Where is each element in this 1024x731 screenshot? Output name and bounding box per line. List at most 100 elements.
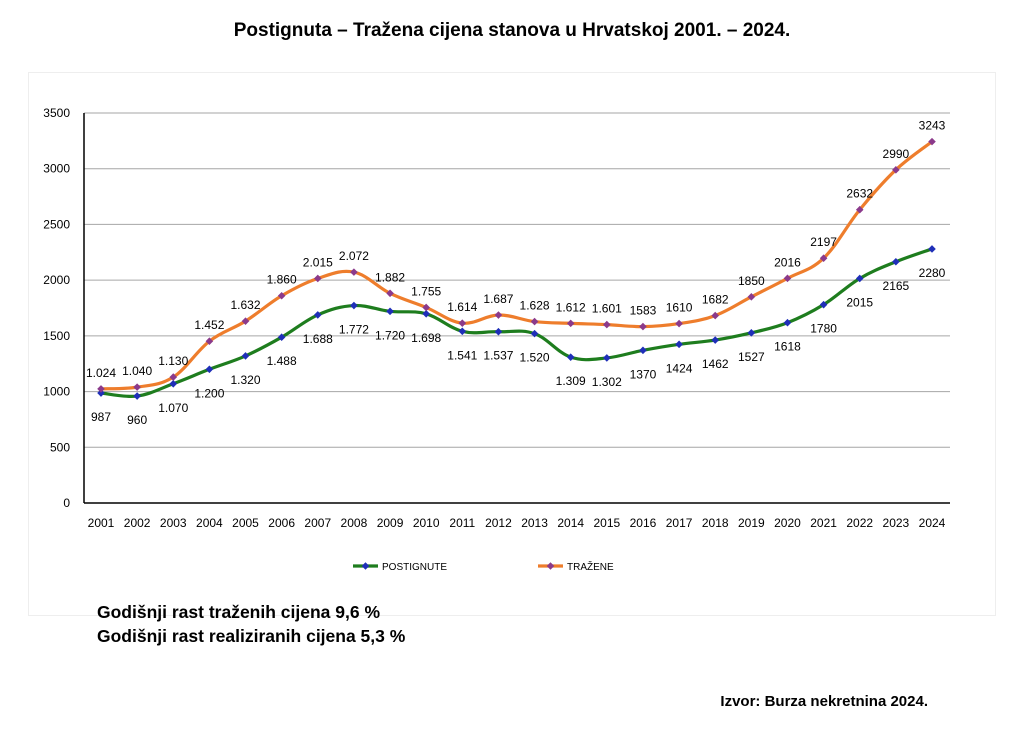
data-point-postignute — [603, 354, 611, 362]
data-point-postignute — [855, 274, 864, 283]
x-tick-label: 2008 — [341, 516, 368, 530]
data-point-trazene — [422, 303, 430, 312]
data-label-trazene: 1.882 — [375, 270, 405, 284]
data-point-postignute — [97, 389, 105, 397]
x-tick-label: 2018 — [702, 516, 729, 530]
data-label-trazene: 1.687 — [483, 292, 513, 306]
data-label-trazene: 1.024 — [86, 366, 116, 380]
data-point-postignute — [747, 329, 756, 337]
series-line-postignute — [100, 247, 933, 398]
data-point-trazene — [386, 289, 394, 298]
data-point-trazene — [855, 205, 864, 214]
y-tick-label: 3000 — [43, 162, 70, 176]
data-label-trazene: 1.040 — [122, 364, 152, 378]
data-point-postignute — [675, 340, 683, 349]
x-tick-label: 2020 — [774, 516, 801, 530]
data-label-trazene: 2.015 — [303, 255, 333, 269]
data-point-trazene — [603, 320, 611, 329]
data-label-postignute: 1.200 — [194, 386, 224, 400]
x-tick-label: 2005 — [232, 516, 259, 530]
data-point-postignute — [169, 379, 178, 388]
data-point-postignute — [313, 311, 322, 319]
data-label-postignute: 1.070 — [158, 401, 188, 415]
data-point-trazene — [494, 311, 503, 319]
legend-marker — [361, 562, 370, 570]
y-tick-label: 1000 — [43, 385, 70, 399]
data-label-postignute: 1370 — [630, 367, 657, 381]
data-label-postignute: 1424 — [666, 361, 693, 375]
data-point-trazene — [639, 322, 647, 331]
data-point-postignute — [783, 318, 792, 327]
y-tick-label: 2500 — [43, 217, 70, 231]
data-point-trazene — [675, 319, 683, 328]
growth-realized-note: Godišnji rast realiziranih cijena 5,3 % — [97, 626, 406, 646]
source-note: Izvor: Burza nekretnina 2024. — [720, 693, 928, 710]
data-point-trazene — [711, 311, 720, 320]
data-point-trazene — [783, 274, 792, 283]
data-label-postignute: 1.520 — [520, 351, 550, 365]
data-point-trazene — [313, 274, 322, 283]
data-label-postignute: 1618 — [774, 340, 801, 354]
data-label-trazene: 1.755 — [411, 284, 441, 298]
data-label-trazene: 1.628 — [520, 299, 550, 313]
x-tick-label: 2004 — [196, 516, 223, 530]
x-tick-label: 2024 — [919, 516, 946, 530]
data-label-trazene: 3243 — [919, 119, 946, 133]
x-tick-label: 2001 — [88, 516, 115, 530]
data-point-postignute — [386, 307, 394, 316]
legend-label: POSTIGNUTE — [382, 562, 447, 573]
x-tick-label: 2016 — [630, 516, 657, 530]
data-point-trazene — [458, 319, 467, 327]
data-point-postignute — [711, 336, 720, 344]
data-point-postignute — [458, 327, 467, 336]
data-point-postignute — [566, 353, 575, 361]
data-label-postignute: 960 — [127, 413, 147, 427]
y-tick-label: 2000 — [43, 273, 70, 287]
x-tick-label: 2021 — [810, 516, 837, 530]
data-label-postignute: 1.720 — [375, 328, 405, 342]
data-point-postignute — [530, 329, 539, 338]
x-tick-label: 2012 — [485, 516, 512, 530]
data-label-trazene: 1682 — [702, 293, 729, 307]
data-point-trazene — [133, 383, 141, 391]
data-point-trazene — [892, 166, 900, 174]
x-tick-label: 2003 — [160, 516, 187, 530]
x-tick-label: 2007 — [304, 516, 331, 530]
data-point-trazene — [530, 317, 539, 326]
growth-asked-note: Godišnji rast traženih cijena 9,6 % — [97, 602, 381, 622]
data-point-postignute — [892, 257, 900, 266]
y-tick-label: 0 — [63, 496, 70, 510]
x-tick-label: 2013 — [521, 516, 548, 530]
data-point-postignute — [819, 300, 828, 309]
data-label-postignute: 1.488 — [267, 354, 297, 368]
data-point-trazene — [747, 293, 756, 301]
data-label-postignute: 1.688 — [303, 332, 333, 346]
x-tick-label: 2023 — [883, 516, 910, 530]
legend-label: TRAŽENE — [567, 560, 614, 573]
data-label-trazene: 1.601 — [592, 302, 622, 316]
data-point-postignute — [639, 346, 647, 355]
data-label-trazene: 1.130 — [158, 354, 188, 368]
y-tick-label: 3500 — [43, 106, 70, 120]
data-point-postignute — [928, 245, 936, 253]
data-label-postignute: 987 — [91, 410, 111, 424]
data-point-trazene — [205, 337, 214, 346]
data-label-postignute: 1.772 — [339, 323, 369, 337]
data-label-postignute: 1462 — [702, 357, 729, 371]
chart-title: Postignuta – Tražena cijena stanova u Hr… — [233, 20, 791, 41]
data-point-postignute — [241, 352, 250, 360]
x-tick-label: 2009 — [377, 516, 404, 530]
legend-marker — [546, 562, 555, 570]
data-label-postignute: 2280 — [919, 266, 946, 280]
data-point-postignute — [133, 392, 141, 400]
data-label-postignute: 1.541 — [447, 348, 477, 362]
data-point-trazene — [566, 319, 575, 328]
data-label-trazene: 1.614 — [447, 300, 477, 314]
data-label-postignute: 1527 — [738, 350, 765, 364]
y-tick-label: 500 — [50, 440, 70, 454]
data-label-trazene: 1583 — [630, 304, 657, 318]
data-label-postignute: 1.537 — [483, 349, 513, 363]
x-tick-label: 2017 — [666, 516, 693, 530]
data-point-postignute — [205, 365, 214, 374]
